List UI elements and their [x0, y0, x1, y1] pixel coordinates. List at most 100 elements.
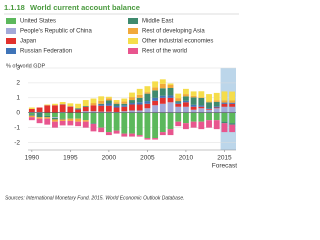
bar-segment [167, 97, 174, 103]
legend-swatch [6, 48, 16, 54]
source: Sources: International Monetary Fund. 20… [5, 195, 185, 201]
bar-segment [75, 103, 82, 109]
bar-segment [190, 112, 197, 122]
bar-segment [198, 108, 205, 113]
bar-segment [167, 112, 174, 130]
bar-segment [190, 95, 197, 98]
bar-segment [52, 117, 58, 120]
bar-segment [105, 132, 112, 136]
bar-segment [129, 97, 135, 101]
bar-segment [175, 121, 182, 127]
bar-segment [129, 104, 135, 111]
bar-segment [75, 118, 82, 122]
bar-segment [182, 94, 189, 97]
bar-segment [213, 106, 220, 108]
bar-segment [28, 112, 35, 115]
bar-segment [213, 107, 220, 109]
legend-label: Rest of developing Asia [142, 29, 205, 35]
legend-label: United States [20, 19, 56, 25]
bar-segment [36, 112, 43, 118]
bar-segment [90, 111, 97, 113]
bar-segment [59, 120, 66, 126]
bar-segment [98, 96, 105, 101]
figure-number: 1.1.18 [4, 3, 25, 12]
bar-segment [82, 120, 89, 122]
bar-segment [190, 121, 197, 128]
bar-segment [67, 120, 74, 126]
bar-segment [113, 112, 120, 131]
bar-segment [167, 83, 174, 85]
bar-segment [113, 106, 120, 108]
bar-segment [144, 86, 151, 93]
bar-segment [206, 94, 212, 102]
bar-segment [129, 110, 135, 113]
bar-segment [136, 112, 143, 136]
legend-swatch [6, 38, 16, 44]
legend-label: Other industrial economies [142, 39, 213, 45]
bar-segment [136, 97, 143, 103]
bar-segment [198, 91, 205, 98]
bar-segment [52, 105, 58, 113]
bar-segment [182, 123, 189, 130]
bar-segment [59, 101, 66, 105]
bar-segment [28, 107, 35, 109]
bar-segment [229, 103, 236, 107]
bar-segment [59, 111, 66, 113]
bar-segment [159, 97, 166, 104]
bar-segment [229, 100, 236, 103]
bar-segment [136, 88, 143, 95]
y-tick-label: 0 [16, 109, 20, 116]
bar-segment [105, 105, 112, 112]
bar-segment [175, 101, 182, 103]
bar-segment [175, 102, 182, 104]
bar-segment [28, 115, 35, 118]
bar-segment [129, 103, 135, 105]
bar-segment [59, 112, 66, 119]
bar-segment [229, 112, 236, 124]
bar-segment [136, 104, 143, 111]
bar-segment [98, 104, 105, 106]
legend-label: Middle East [142, 19, 174, 25]
bar-segment [182, 112, 189, 124]
x-tick-label: 2005 [140, 155, 155, 162]
annotation: Forecast [212, 163, 237, 170]
bar-segment [198, 106, 205, 109]
bar-segment [82, 106, 89, 112]
bar-segment [59, 119, 66, 121]
bar-segment [206, 101, 212, 103]
bar-segment [90, 98, 97, 104]
bar-segment [75, 108, 82, 109]
bar-segment [82, 112, 89, 121]
bar-segment [213, 100, 220, 102]
y-tick-label: -1 [14, 124, 20, 131]
bar-segment [136, 135, 143, 137]
bar-segment [98, 103, 105, 105]
bar-segment [190, 106, 197, 110]
bar-segment [144, 138, 151, 140]
bar-segment [113, 130, 120, 134]
bar-segment [82, 106, 89, 107]
bar-segment [159, 88, 166, 96]
bar-segment [67, 112, 74, 119]
bar-segment [206, 120, 212, 128]
bar-segment [221, 91, 228, 101]
bar-segment [44, 118, 51, 125]
bar-segment [121, 112, 128, 134]
bar-segment [52, 103, 58, 106]
bar-segment [121, 111, 128, 113]
bar-segment [105, 103, 112, 106]
legend-label: Japan [20, 39, 36, 45]
bar-segment [167, 129, 174, 136]
bar-segment [44, 112, 51, 116]
bar-segment [198, 105, 205, 107]
bar-segment [105, 112, 112, 133]
legend-label: People's Republic of China [20, 29, 93, 35]
bar-segment [90, 105, 97, 112]
bar-segment [221, 123, 228, 133]
x-tick-label: 2000 [102, 155, 117, 162]
bar-segment [121, 105, 128, 107]
bar-segment [152, 100, 159, 106]
bar-segment [113, 111, 120, 113]
bar-segment [52, 117, 58, 118]
bar-segment [75, 121, 82, 127]
